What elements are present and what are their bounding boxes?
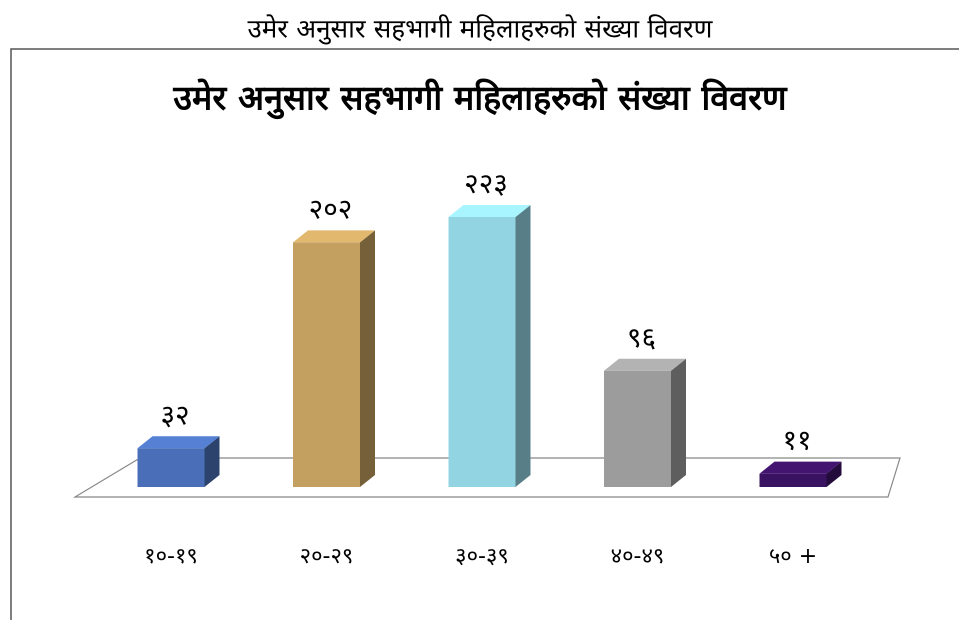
- bar-top: [759, 461, 842, 474]
- bar-top: [293, 230, 375, 243]
- value-label: २०२: [309, 192, 353, 225]
- bar-top: [448, 205, 531, 217]
- bar: [448, 217, 516, 487]
- value-label: २२३: [464, 167, 508, 200]
- bar-side: [360, 230, 375, 487]
- x-tick-label: ५० +: [769, 544, 817, 569]
- bar-side: [826, 461, 842, 487]
- chart-title: उमेर अनुसार सहभागी महिलाहरुको संख्या विव…: [172, 78, 788, 120]
- x-tick-label: ४०-४९: [611, 544, 665, 569]
- bar-side: [204, 436, 220, 487]
- bar-side: [671, 358, 686, 487]
- bar-top: [137, 436, 220, 449]
- value-label: ९६: [627, 321, 656, 354]
- bar-side: [515, 205, 531, 487]
- value-label: ३२: [160, 398, 189, 431]
- x-tick-label: २०-२९: [300, 544, 354, 569]
- bar: [604, 370, 671, 487]
- frame: [10, 48, 959, 620]
- x-tick-label: ३०-३९: [455, 544, 509, 569]
- bar: [759, 473, 827, 487]
- bar: [293, 242, 360, 487]
- bar-top: [604, 358, 686, 371]
- value-label: ११: [782, 424, 811, 457]
- x-tick-label: १०-१९: [144, 544, 198, 569]
- caption: उमेर अनुसार सहभागी महिलाहरुको संख्या विव…: [248, 14, 714, 45]
- bar: [137, 448, 205, 487]
